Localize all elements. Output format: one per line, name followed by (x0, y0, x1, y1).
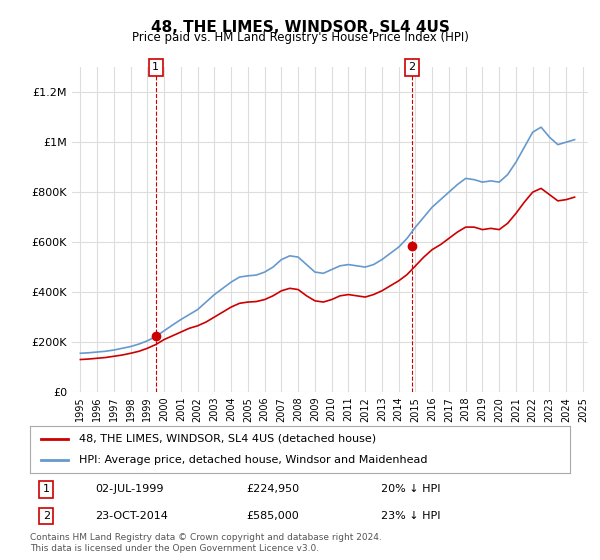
Text: 2: 2 (409, 62, 416, 72)
Text: 48, THE LIMES, WINDSOR, SL4 4US (detached house): 48, THE LIMES, WINDSOR, SL4 4US (detache… (79, 434, 376, 444)
Text: 23% ↓ HPI: 23% ↓ HPI (381, 511, 440, 521)
Text: 1: 1 (43, 484, 50, 494)
Text: £224,950: £224,950 (246, 484, 299, 494)
Text: 20% ↓ HPI: 20% ↓ HPI (381, 484, 440, 494)
Text: Contains HM Land Registry data © Crown copyright and database right 2024.
This d: Contains HM Land Registry data © Crown c… (30, 533, 382, 553)
Text: Price paid vs. HM Land Registry's House Price Index (HPI): Price paid vs. HM Land Registry's House … (131, 31, 469, 44)
Text: £585,000: £585,000 (246, 511, 299, 521)
Text: 2: 2 (43, 511, 50, 521)
Text: 48, THE LIMES, WINDSOR, SL4 4US: 48, THE LIMES, WINDSOR, SL4 4US (151, 20, 449, 35)
Text: 02-JUL-1999: 02-JUL-1999 (95, 484, 163, 494)
Text: HPI: Average price, detached house, Windsor and Maidenhead: HPI: Average price, detached house, Wind… (79, 455, 427, 465)
Text: 1: 1 (152, 62, 159, 72)
Text: 23-OCT-2014: 23-OCT-2014 (95, 511, 167, 521)
